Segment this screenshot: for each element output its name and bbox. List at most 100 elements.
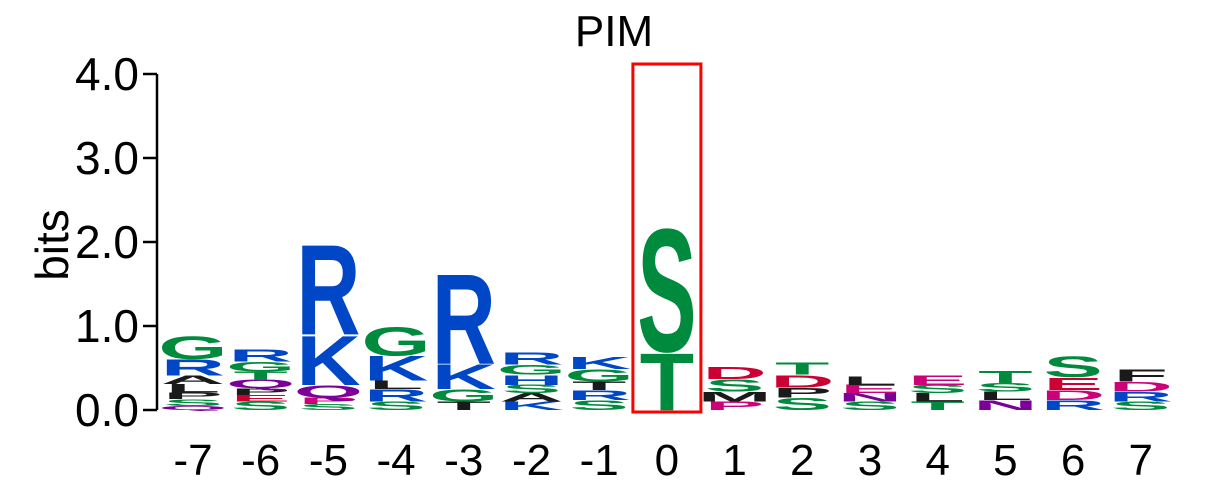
logo-letter: L: [978, 390, 1032, 403]
logo-letter: S: [908, 383, 967, 396]
y-axis-label: bits: [26, 209, 78, 281]
x-tick-label: -4: [377, 436, 416, 485]
logo-letter: K: [499, 400, 563, 413]
logo-letter: L: [843, 374, 897, 387]
logo-letter: G: [565, 366, 634, 386]
logo-letter: S: [1111, 400, 1170, 413]
x-tick-label: 4: [925, 436, 949, 485]
x-tick-label: -5: [309, 436, 348, 485]
logo-letter: P: [299, 396, 358, 406]
y-tick-label: 2.0: [75, 216, 139, 268]
logo-letter: S: [299, 403, 358, 412]
logo-letter: R: [296, 219, 360, 362]
logo-letter: R: [229, 345, 293, 365]
x-tick-label: 1: [722, 436, 746, 485]
logo-letter: Q: [158, 405, 227, 412]
logo-letter: Q: [294, 381, 363, 401]
logo-letter: D: [770, 371, 834, 391]
logo-letter: L: [166, 382, 220, 395]
y-tick-label: 4.0: [75, 48, 139, 100]
logo-letter: E: [231, 393, 290, 403]
highlight-box: [631, 62, 703, 414]
logo-letter: R: [364, 386, 428, 406]
y-tick-label: 1.0: [75, 300, 139, 352]
logo-letter: E: [908, 372, 967, 388]
logo-letter: R: [161, 354, 225, 380]
logo-letter: L: [369, 379, 423, 392]
logo-letter: F: [1114, 366, 1168, 386]
logo-letter: T: [775, 359, 829, 379]
logo-letter: T: [911, 400, 966, 413]
logo-letter: N: [838, 391, 902, 404]
logo-letter: M: [698, 389, 772, 405]
logo-letter: G: [362, 318, 431, 364]
y-tick-label: 3.0: [75, 132, 139, 184]
logo-letter: T: [978, 367, 1032, 387]
logo-letter: P: [705, 400, 764, 413]
logo-letter: G: [429, 386, 498, 406]
x-tick-label: 0: [655, 436, 679, 485]
logo-letter: S: [502, 383, 561, 396]
logo-letter: K: [296, 321, 360, 400]
logo-letter: R: [499, 349, 563, 369]
logo-letter: S: [773, 394, 832, 414]
x-tick-label: -1: [580, 436, 619, 485]
logo-letter: N: [973, 397, 1037, 413]
logo-letter: D: [1109, 379, 1173, 395]
logo-stack: TS: [637, 192, 696, 428]
x-axis-ticks: -7 -6 -5 -4 -3 -2 -1 0 1 2 3 4 5 6 7: [173, 436, 1153, 485]
logo-letter: D: [703, 363, 767, 383]
logo-letter: P: [163, 391, 222, 401]
y-axis-ticks: 0.0 1.0 2.0 3.0 4.0: [75, 48, 157, 436]
logo-letter: G: [226, 359, 295, 375]
logo-letter: R: [1041, 397, 1105, 413]
logo-letter: A: [499, 391, 563, 404]
logo-letter: G: [497, 362, 566, 378]
x-tick-label: -6: [241, 436, 280, 485]
logo-letter: E: [1043, 374, 1102, 394]
logo-letter: T: [234, 369, 289, 382]
logo-letter: K: [567, 353, 631, 373]
y-tick-label: 0.0: [75, 384, 139, 436]
logo-letter: R: [1109, 389, 1173, 405]
x-tick-label: -2: [512, 436, 551, 485]
x-tick-label: 7: [1129, 436, 1153, 485]
logo-letter: S: [840, 400, 899, 413]
logo-letter: L: [911, 391, 965, 404]
logo-letter: K: [364, 349, 428, 388]
x-tick-label: 6: [1061, 436, 1085, 485]
logo-letter: D: [1041, 387, 1105, 403]
logo-letter: S: [231, 400, 290, 413]
x-tick-label: 2: [790, 436, 814, 485]
logo-letter: R: [567, 387, 631, 403]
logo-letter: S: [976, 381, 1035, 394]
logo-letter: Q: [226, 378, 295, 391]
logo-letter: P: [231, 387, 290, 397]
logo-letter: P: [773, 385, 832, 401]
chart-title: PIM: [575, 7, 653, 56]
logo-letter: S: [1043, 351, 1102, 384]
logo-letter: H: [499, 372, 563, 388]
logo-letter: S: [366, 400, 425, 413]
x-tick-label: 5: [993, 436, 1017, 485]
logo-letter: S: [163, 397, 222, 407]
logo-letter: R: [432, 248, 496, 391]
logo-letter: E: [840, 383, 899, 396]
x-tick-label: 3: [858, 436, 882, 485]
logo-letter: T: [572, 379, 627, 392]
